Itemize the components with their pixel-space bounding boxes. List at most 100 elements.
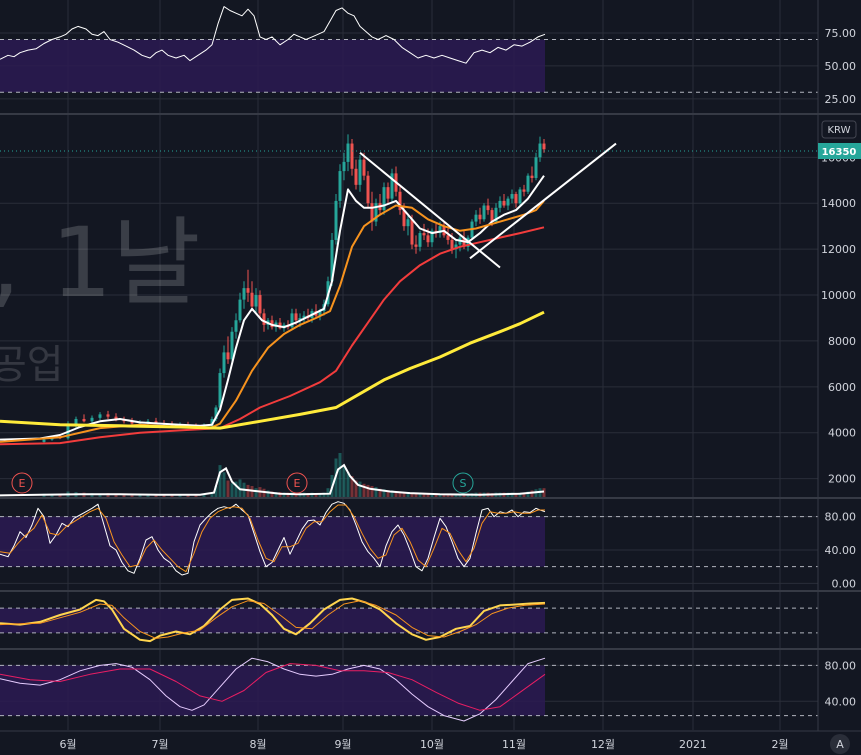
candle-body bbox=[350, 143, 354, 169]
indicator-line bbox=[0, 600, 546, 639]
time-tick-label: 2021 bbox=[679, 738, 707, 751]
candle-body bbox=[358, 159, 362, 185]
candle-body bbox=[254, 295, 258, 307]
candle-body bbox=[342, 161, 346, 172]
volume-bar bbox=[234, 481, 238, 497]
svg-text:A: A bbox=[836, 738, 844, 751]
volume-bar bbox=[226, 480, 230, 497]
time-axis[interactable]: 6월 7월 8월 9월 10월 11월 12월 2021 2월 bbox=[0, 730, 861, 751]
candle-body bbox=[250, 292, 254, 307]
volume-bar bbox=[122, 494, 126, 497]
candle-body bbox=[210, 418, 214, 426]
axis-tick-label: 0.00 bbox=[832, 577, 857, 590]
rsi-panel[interactable] bbox=[0, 6, 818, 93]
indicator-line bbox=[0, 504, 545, 573]
time-tick-label: 11월 bbox=[502, 738, 526, 751]
candle-body bbox=[406, 219, 410, 227]
candle-body bbox=[154, 421, 158, 424]
last-price-value: 16350 bbox=[822, 147, 857, 158]
volume-bar bbox=[406, 492, 410, 497]
candle-body bbox=[530, 175, 534, 178]
candle-body bbox=[482, 205, 486, 220]
volume-bar bbox=[518, 492, 522, 497]
volume-bar bbox=[214, 486, 218, 497]
candle-body bbox=[106, 414, 110, 417]
axis-tick-label: 6000 bbox=[828, 381, 856, 394]
candle-body bbox=[438, 226, 442, 234]
candle-body bbox=[270, 320, 274, 328]
last-price-badge: 16350 bbox=[818, 143, 861, 159]
volume-bar bbox=[358, 481, 362, 497]
volume-bar bbox=[338, 453, 342, 497]
candle-body bbox=[298, 317, 302, 321]
volume-bar bbox=[422, 493, 426, 497]
event-label: S bbox=[460, 477, 467, 490]
candle-body bbox=[410, 219, 414, 245]
volume-bar bbox=[326, 488, 330, 497]
volume-bar bbox=[426, 493, 430, 497]
time-tick-label: 8월 bbox=[249, 738, 266, 751]
event-marker bbox=[11, 472, 33, 494]
volume-layer bbox=[0, 453, 546, 497]
event-marker bbox=[452, 472, 474, 494]
candle-body bbox=[222, 352, 226, 374]
time-tick-label: 7월 bbox=[151, 738, 168, 751]
volume-bar bbox=[138, 494, 142, 497]
candle-body bbox=[502, 200, 506, 206]
auto-scale-button[interactable]: A bbox=[830, 734, 850, 754]
candle-body bbox=[90, 417, 94, 422]
currency-badge[interactable]: KRW bbox=[821, 120, 857, 139]
volume-bar bbox=[130, 494, 134, 497]
indicator-band bbox=[0, 665, 545, 716]
volume-bar bbox=[542, 488, 546, 497]
candle-body bbox=[538, 143, 542, 158]
candle-body bbox=[238, 299, 242, 321]
price-axis[interactable]: 75.0050.0025.001600014000120001000080006… bbox=[817, 0, 857, 731]
candle-body bbox=[510, 194, 514, 199]
candle-body bbox=[534, 157, 538, 178]
axis-tick-label: 4000 bbox=[828, 427, 856, 440]
axis-tick-label: 12000 bbox=[821, 243, 856, 256]
indicator-line bbox=[0, 501, 546, 576]
candle-body bbox=[414, 244, 418, 247]
volume-bar bbox=[414, 492, 418, 497]
volume-bar bbox=[210, 492, 214, 497]
rsi-signal-panel[interactable] bbox=[0, 657, 818, 722]
volume-bar bbox=[218, 465, 222, 497]
volume-bar bbox=[274, 492, 278, 497]
candle-body bbox=[370, 203, 374, 222]
candle-body bbox=[246, 288, 250, 293]
axis-tick-label: 40.00 bbox=[825, 544, 857, 557]
time-tick-label: 2월 bbox=[771, 738, 788, 751]
candle-body bbox=[74, 418, 78, 426]
candle-body bbox=[262, 313, 266, 325]
candle-body bbox=[454, 244, 458, 250]
candle-body bbox=[390, 173, 394, 199]
candle-body bbox=[258, 295, 262, 314]
indicator-line bbox=[0, 657, 546, 722]
stochastic-panel[interactable] bbox=[0, 501, 818, 576]
candle-body bbox=[430, 230, 434, 243]
candle-body bbox=[214, 407, 218, 419]
candle-body bbox=[478, 214, 482, 220]
volume-bar bbox=[390, 490, 394, 497]
volume-bar bbox=[398, 491, 402, 497]
pane-separators[interactable] bbox=[0, 113, 861, 650]
candle-body bbox=[422, 233, 426, 236]
moving-average-line bbox=[0, 226, 545, 446]
axis-tick-label: 50.00 bbox=[825, 60, 857, 73]
candle-body bbox=[290, 313, 294, 328]
volume-bar bbox=[350, 476, 354, 497]
volume-bar bbox=[58, 494, 62, 497]
trendline bbox=[469, 142, 617, 260]
volume-bar bbox=[362, 483, 366, 497]
oscillator-panel[interactable] bbox=[0, 597, 818, 643]
trendline bbox=[359, 151, 501, 269]
event-marker bbox=[286, 472, 308, 494]
axis-tick-label: 80.00 bbox=[825, 511, 857, 524]
volume-bar bbox=[382, 489, 386, 497]
indicator-line bbox=[0, 663, 546, 711]
candle-body bbox=[382, 187, 386, 211]
